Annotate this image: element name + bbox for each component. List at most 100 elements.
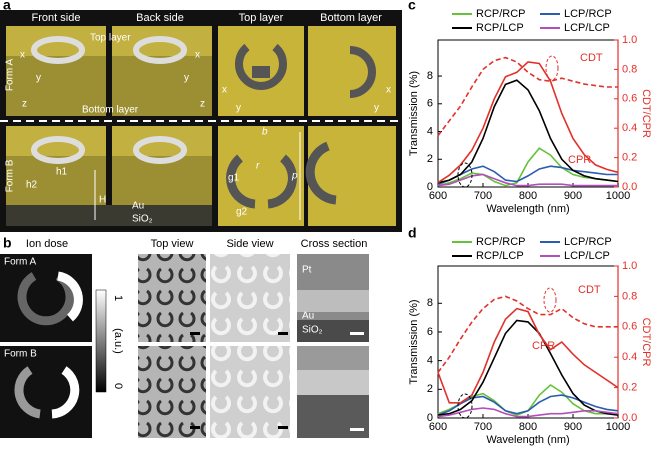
- axis-label: y: [36, 73, 41, 84]
- column-header: Bottom layer: [320, 12, 382, 24]
- micrographs: [0, 254, 369, 438]
- y-tick-label: 8: [427, 297, 433, 309]
- y2-tick-label: 0.8: [622, 63, 637, 75]
- series-line: [437, 407, 619, 418]
- axis-label: x: [195, 50, 200, 61]
- y-tick-label: 6: [427, 326, 433, 338]
- series-line: [437, 394, 619, 416]
- colorbar-unit: (a.u.): [112, 328, 124, 354]
- legend-label: RCP/RCP: [476, 236, 526, 248]
- x-tick-label: 700: [474, 421, 492, 433]
- series-line: [437, 173, 618, 187]
- annotation-ellipse: [457, 393, 473, 419]
- material-label: SiO₂: [132, 214, 153, 225]
- column-header: Side view: [226, 238, 273, 250]
- y2-tick-label: 0.4: [622, 122, 637, 134]
- y2-tick-label: 0.6: [622, 93, 637, 105]
- series-annotation: CPR: [568, 154, 591, 166]
- series-line: [437, 165, 618, 185]
- x-tick-label: 1000: [606, 190, 630, 202]
- material-label: SiO₂: [302, 325, 323, 336]
- dimension-label: H: [99, 195, 106, 206]
- legend-label: RCP/LCP: [476, 250, 524, 262]
- annotation-ellipse: [543, 287, 557, 313]
- column-header: Ion dose: [26, 238, 68, 250]
- series-line: [437, 79, 619, 184]
- y-axis-label: Transmission (%): [408, 71, 420, 156]
- row-label: Form B: [4, 349, 37, 360]
- panel-label: a: [3, 0, 11, 13]
- column-header: Back side: [136, 12, 184, 24]
- series-annotation: CDT: [578, 284, 601, 296]
- y2-axis-label: CDT/CPR: [640, 89, 652, 138]
- dimension-label: h2: [26, 180, 38, 191]
- x-tick-label: 700: [474, 190, 492, 202]
- axis-label: z: [22, 99, 27, 110]
- x-tick-label: 800: [519, 421, 537, 433]
- y-tick-label: 4: [427, 125, 433, 137]
- dimension-label: r: [256, 161, 260, 172]
- y2-tick-label: 0.4: [622, 351, 637, 363]
- legend-label: LCP/LCP: [564, 22, 610, 34]
- y2-tick-label: 1.0: [622, 34, 637, 46]
- y-tick-label: 4: [427, 355, 433, 367]
- row-label: Form B: [5, 159, 16, 192]
- series-line: [437, 56, 618, 137]
- row-label: Form A: [5, 59, 16, 92]
- axis-label: z: [200, 99, 205, 110]
- axis-label: y: [184, 73, 189, 84]
- legend-label: LCP/RCP: [564, 236, 612, 248]
- x-axis-label: Wavelength (nm): [486, 434, 569, 446]
- legend-label: RCP/LCP: [476, 22, 524, 34]
- y2-tick-label: 0.0: [622, 412, 637, 424]
- y2-tick-label: 0.2: [622, 382, 637, 394]
- column-header: Top layer: [239, 12, 284, 24]
- material-label: Au: [132, 201, 144, 212]
- y-tick-label: 2: [427, 383, 433, 395]
- dimension-label: p: [291, 171, 298, 182]
- y-axis-label: Transmission (%): [408, 299, 420, 384]
- annotation-ellipse: [545, 55, 559, 81]
- axis-label: y: [236, 103, 241, 114]
- y2-tick-label: 0.0: [622, 181, 637, 193]
- legend-label: RCP/RCP: [476, 8, 526, 20]
- legend-label: LCP/LCP: [564, 250, 610, 262]
- series-line: [437, 319, 619, 416]
- colorbar-min: 0: [112, 383, 124, 389]
- row-label: Form A: [4, 257, 37, 268]
- y-tick-label: 6: [427, 98, 433, 110]
- dimension-label: g1: [228, 173, 240, 184]
- material-label: Au: [302, 311, 314, 322]
- axis-label: x: [222, 85, 227, 96]
- y-tick-label: 8: [427, 70, 433, 82]
- panel-label: c: [408, 0, 416, 13]
- y2-tick-label: 0.8: [622, 290, 637, 302]
- x-tick-label: 900: [564, 421, 582, 433]
- x-tick-label: 800: [519, 190, 537, 202]
- panel-label: b: [3, 235, 12, 251]
- dimension-label: g2: [236, 207, 248, 218]
- y-tick-label: 0: [427, 181, 433, 193]
- axis-label: y: [374, 103, 379, 114]
- x-tick-label: 900: [564, 190, 582, 202]
- y2-tick-label: 0.6: [622, 321, 637, 333]
- x-axis-label: Wavelength (nm): [486, 203, 569, 215]
- x-tick-label: 1000: [606, 421, 630, 433]
- series-line: [437, 295, 618, 373]
- series-annotation: CDT: [580, 52, 603, 64]
- y-tick-label: 0: [427, 412, 433, 424]
- structure-images: [0, 26, 402, 226]
- y2-axis-label: CDT/CPR: [640, 318, 652, 367]
- series-line: [437, 61, 619, 184]
- dimension-label: h1: [56, 167, 68, 178]
- annotation-ellipse: [457, 162, 473, 188]
- colorbar-max: 1: [112, 295, 124, 301]
- series-line: [437, 307, 619, 404]
- axis-label: x: [386, 85, 391, 96]
- y2-tick-label: 0.2: [622, 152, 637, 164]
- column-header: Cross section: [301, 238, 368, 250]
- material-label: Pt: [302, 265, 312, 276]
- series-annotation: CPR: [532, 340, 555, 352]
